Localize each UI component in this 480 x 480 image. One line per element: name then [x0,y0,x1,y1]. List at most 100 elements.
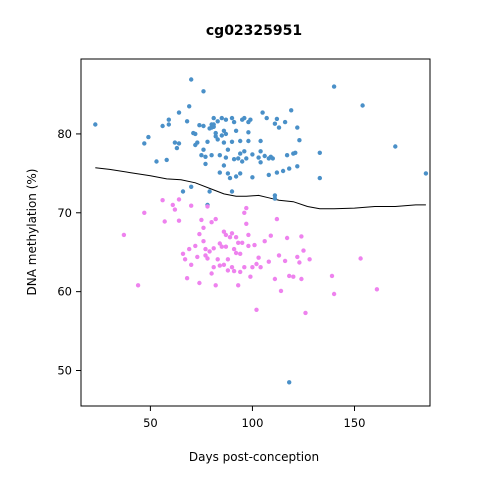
data-point-pink [248,274,253,279]
x-tick-label: 150 [344,416,366,430]
data-point-blue [262,153,267,159]
data-point-pink [205,204,210,209]
data-point-pink [160,198,165,203]
data-point-blue [272,193,278,198]
data-point-pink [287,273,292,279]
data-point-pink [180,251,186,256]
data-point-pink [205,256,210,261]
data-point-pink [331,291,337,297]
data-point-pink [254,261,259,267]
data-point-pink [291,274,296,279]
data-point-blue [240,159,245,164]
data-point-blue [264,115,269,121]
data-point-pink [274,216,280,222]
data-point-blue [197,123,202,128]
data-point-blue [295,125,300,130]
data-point-blue [229,189,235,194]
data-point-pink [258,265,263,270]
data-point-blue [199,153,204,158]
data-point-blue [215,137,220,142]
data-point-pink [170,202,175,208]
data-point-pink [201,225,206,230]
data-point-blue [205,139,210,144]
data-point-blue [274,170,280,175]
data-point-blue [248,117,253,122]
data-point-pink [374,287,380,292]
data-point-pink [233,250,239,256]
data-point-blue [219,133,224,138]
data-point-pink [299,276,304,282]
data-point-blue [287,166,292,171]
data-point-pink [244,205,249,211]
data-point-blue [201,147,206,152]
data-point-pink [142,210,147,215]
data-point-blue [284,153,290,158]
data-point-blue [282,119,288,125]
data-point-blue [164,157,169,163]
data-point-pink [211,265,216,270]
data-point-blue [154,159,159,164]
data-point-pink [252,242,257,248]
data-point-pink [217,263,222,268]
data-point-pink [189,203,194,208]
data-point-pink [236,240,241,245]
data-point-blue [238,138,243,144]
data-point-blue [231,157,237,162]
data-point-pink [189,262,194,267]
data-point-pink [297,260,302,265]
data-point-pink [201,239,206,244]
x-tick-label: 50 [143,416,158,430]
data-point-pink [244,221,249,226]
data-point-pink [193,243,198,249]
data-point-blue [274,116,280,122]
data-point-pink [221,262,227,267]
data-point-blue [233,128,239,133]
data-point-blue [217,170,222,175]
data-point-blue [297,138,302,143]
data-point-blue [203,154,208,159]
data-point-blue [184,119,190,124]
data-point-blue [423,171,429,176]
data-point-blue [223,131,229,137]
data-point-pink [223,244,229,249]
data-point-blue [180,189,186,194]
data-points [93,77,429,385]
data-point-blue [244,156,249,161]
data-point-blue [213,130,218,136]
x-axis-label: Days post-conception [189,450,319,464]
data-point-pink [268,233,273,238]
data-point-pink [238,251,243,256]
data-point-blue [246,138,251,144]
data-point-pink [299,234,304,239]
data-point-blue [287,380,292,385]
data-point-blue [236,156,241,161]
data-point-blue [176,110,182,115]
data-point-pink [215,257,220,262]
data-point-blue [250,152,255,157]
data-point-blue [201,123,206,129]
data-point-blue [272,121,278,126]
data-point-pink [176,197,182,202]
data-point-blue [189,77,194,82]
data-point-pink [231,268,237,274]
data-point-blue [258,160,263,165]
data-point-blue [280,168,286,174]
data-point-pink [225,257,231,262]
data-point-pink [195,254,200,260]
data-point-blue [223,117,229,122]
data-point-pink [307,257,312,262]
data-point-pink [217,241,222,246]
y-tick-label: 50 [57,364,72,378]
data-point-blue [258,138,263,144]
data-point-pink [172,207,178,212]
data-point-blue [258,149,263,154]
data-point-blue [260,110,265,115]
y-tick-label: 60 [57,285,72,299]
data-point-pink [182,257,188,262]
y-axis: 50 60 70 80 [57,127,81,378]
data-point-blue [266,172,271,178]
data-point-blue [293,150,298,155]
data-point-blue [195,140,200,145]
data-point-pink [162,219,167,224]
